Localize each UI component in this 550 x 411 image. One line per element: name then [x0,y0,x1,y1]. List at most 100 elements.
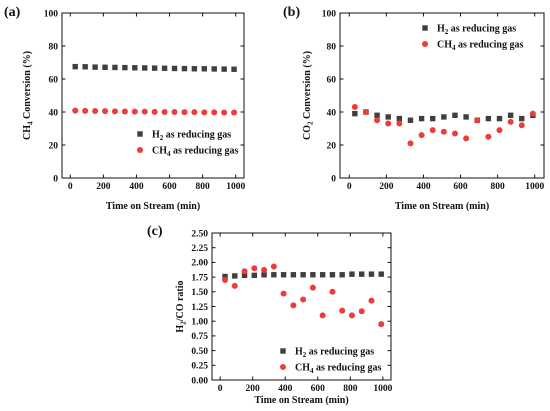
data-point-ch4 [290,302,297,309]
data-point-ch4 [362,109,369,115]
y-tick-label: 20 [327,141,337,151]
data-point-h2 [396,115,403,122]
x-tick-label: 600 [453,182,468,192]
data-point-h2 [231,66,237,72]
data-point-h2 [92,64,98,70]
data-point-ch4 [111,108,118,115]
legend-marker-ch4 [422,41,428,47]
y-tick-label: 40 [49,108,59,118]
data-point-h2 [72,63,78,70]
data-point-ch4 [463,135,470,142]
data-point-ch4 [385,120,392,127]
legend-marker-ch4 [137,147,143,153]
x-tick-label: 800 [491,182,506,192]
legend-marker-h2 [137,131,143,137]
data-point-h2 [171,65,178,72]
data-point-h2 [82,64,88,70]
y-tick-label: 60 [327,75,337,85]
legend-label: H2 as reducing gas [295,347,374,360]
data-point-h2 [102,64,108,70]
data-point-ch4 [261,267,268,274]
y-tick-label: 40 [327,108,337,118]
data-point-ch4 [171,109,178,115]
data-point-h2 [407,117,414,123]
data-point-ch4 [270,263,277,270]
y-tick-label: 0 [53,174,58,184]
panel-label: (a) [4,5,21,20]
data-point-h2 [485,115,492,122]
x-tick-label: 1000 [226,182,245,192]
data-point-ch4 [102,108,109,115]
data-point-h2 [496,115,503,122]
y-tick-label: 0.50 [191,347,208,357]
y-tick-label: 1.75 [191,273,208,283]
data-point-ch4 [329,288,336,295]
data-point-ch4 [440,128,447,135]
data-point-h2 [161,65,168,71]
panel-label: (c) [147,224,163,239]
data-point-ch4 [418,132,425,139]
data-point-ch4 [396,120,403,127]
x-axis-label: Time on Stream (min) [106,201,200,212]
x-tick-label: 600 [162,182,177,192]
data-point-ch4 [451,130,458,137]
data-point-h2 [418,115,425,122]
data-point-h2 [112,64,118,71]
plot-frame [61,12,245,179]
x-tick-label: 800 [343,384,358,394]
y-tick-label: 20 [49,141,59,151]
x-tick-label: 0 [68,182,73,192]
legend-marker-ch4 [280,364,286,370]
data-point-h2 [151,65,158,71]
data-point-ch4 [121,108,128,115]
data-point-ch4 [92,108,99,115]
data-point-ch4 [339,307,346,314]
y-tick-label: 0.25 [191,362,208,372]
data-point-ch4 [280,290,287,297]
x-tick-label: 600 [311,384,326,394]
data-point-h2 [271,272,277,278]
y-tick-label: 80 [49,42,59,52]
data-point-ch4 [141,108,148,115]
data-point-ch4 [222,277,229,284]
panel-b: (b) 0 200 400 600 800 1000 0 20 40 60 80 100 Time on … [283,5,545,212]
x-tick-label: 200 [379,182,394,192]
data-point-ch4 [300,296,307,303]
y-axis-label: CH4 Conversion (%) [22,51,35,140]
panel-label: (b) [283,5,300,20]
legend-label: CH4 as reducing gas [295,363,381,376]
y-tick-label: 2.00 [191,259,208,269]
data-point-h2 [349,271,355,277]
y-axis-label: CO2 Conversion (%) [302,51,315,140]
data-point-h2 [519,115,525,122]
data-point-ch4 [358,308,365,315]
data-point-h2 [374,112,380,118]
plot-frame [211,232,392,381]
data-point-ch4 [374,117,381,124]
legend-marker-h2 [280,348,286,354]
y-tick-label: 1.50 [191,288,208,298]
data-point-h2 [507,112,514,118]
data-point-h2 [452,112,458,118]
x-tick-label: 1000 [525,182,544,192]
x-tick-label: 800 [196,182,211,192]
data-point-ch4 [407,140,414,147]
data-point-h2 [339,272,345,278]
data-point-ch4 [319,312,326,319]
data-point-ch4 [231,282,238,289]
data-point-h2 [221,66,227,72]
data-point-h2 [191,66,198,72]
data-point-ch4 [474,117,481,124]
data-point-h2 [142,65,148,71]
y-tick-label: 1.00 [191,318,208,328]
panel-a: (a) 0 200 400 600 800 1000 0 20 40 60 80 100 Time on … [4,5,245,212]
data-point-h2 [300,272,306,278]
data-point-h2 [280,272,287,278]
y-tick-label: 1.25 [191,303,208,313]
plot-frame [339,12,545,179]
y-tick-label: 2.25 [191,244,208,254]
data-point-h2 [430,115,436,122]
data-point-h2 [132,65,138,71]
data-point-h2 [319,272,326,278]
data-point-h2 [368,271,375,277]
